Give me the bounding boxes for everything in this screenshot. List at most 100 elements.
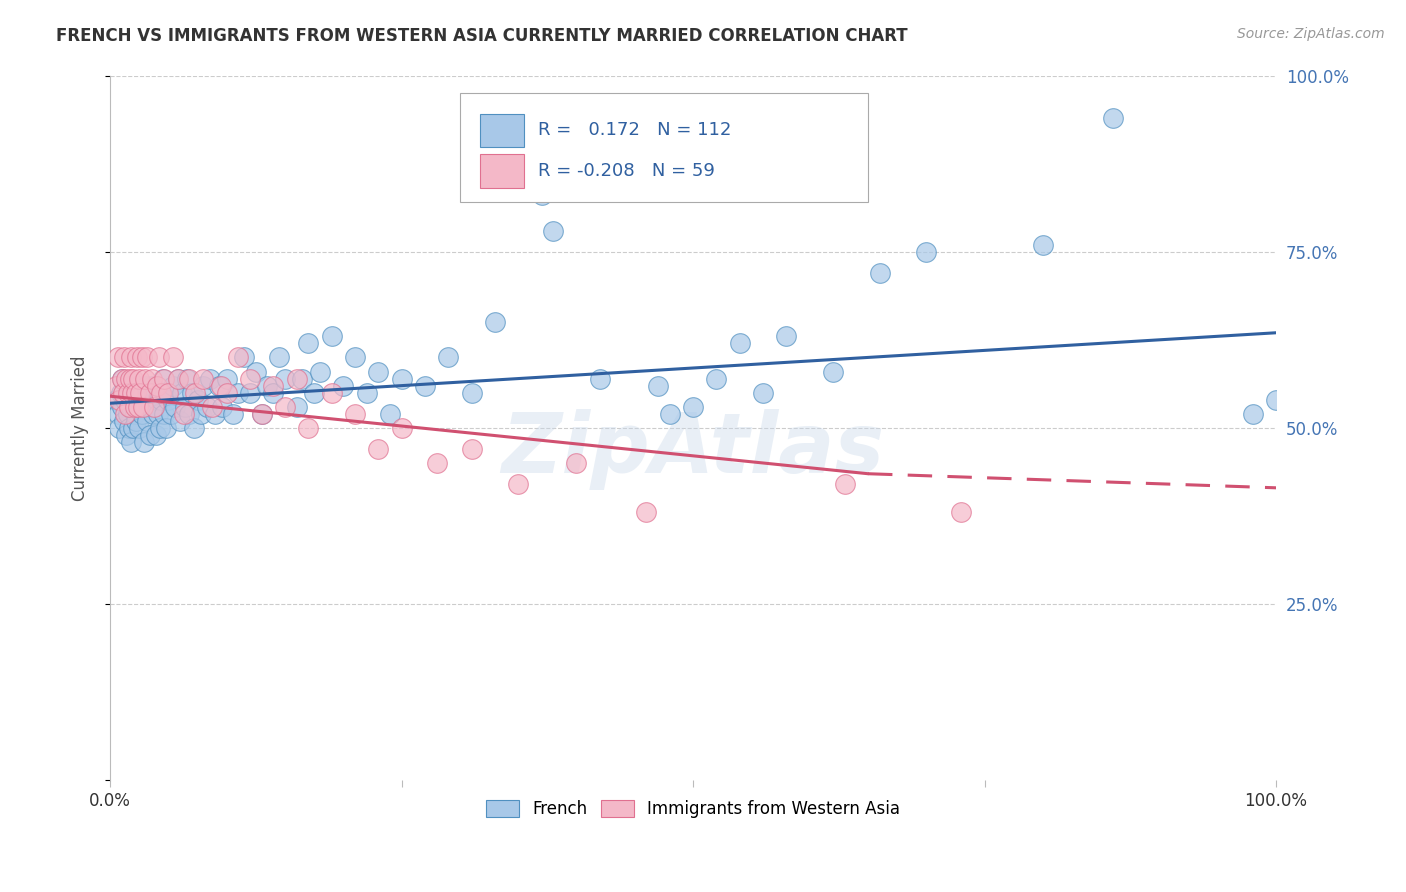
Point — [124, 407, 146, 421]
Point — [245, 365, 267, 379]
Point — [1241, 407, 1264, 421]
Point — [215, 371, 238, 385]
Point — [108, 392, 131, 407]
Text: ZipAtlas: ZipAtlas — [502, 409, 884, 490]
Point — [162, 378, 184, 392]
Point — [148, 351, 170, 365]
Point — [1102, 111, 1125, 125]
Point — [519, 160, 541, 174]
Point — [128, 421, 150, 435]
Point — [143, 385, 166, 400]
Point — [1265, 392, 1288, 407]
Point — [111, 400, 134, 414]
Point — [291, 371, 314, 385]
Point — [128, 371, 150, 385]
Point — [297, 336, 319, 351]
Point — [142, 407, 165, 421]
Point — [915, 244, 938, 259]
Point — [145, 378, 167, 392]
Point — [647, 378, 669, 392]
Point — [250, 407, 273, 421]
Point — [184, 385, 207, 400]
Point — [110, 385, 132, 400]
Point — [391, 421, 413, 435]
Point — [484, 315, 506, 329]
Point — [233, 351, 256, 365]
Point — [118, 385, 141, 400]
Point — [107, 351, 129, 365]
Point — [131, 351, 153, 365]
Point — [437, 351, 460, 365]
Point — [136, 351, 159, 365]
Point — [356, 385, 378, 400]
Point — [145, 392, 167, 407]
Point — [145, 428, 167, 442]
Point — [143, 400, 166, 414]
FancyBboxPatch shape — [460, 93, 868, 202]
Text: FRENCH VS IMMIGRANTS FROM WESTERN ASIA CURRENTLY MARRIED CORRELATION CHART: FRENCH VS IMMIGRANTS FROM WESTERN ASIA C… — [56, 27, 908, 45]
Point — [274, 371, 297, 385]
Point — [150, 385, 173, 400]
Point — [752, 385, 775, 400]
Point — [118, 400, 141, 414]
Point — [132, 400, 155, 414]
Point — [120, 435, 142, 450]
Point — [112, 351, 135, 365]
Point — [589, 371, 612, 385]
Point — [141, 371, 163, 385]
Point — [131, 407, 153, 421]
Point — [165, 400, 187, 414]
Point — [122, 421, 145, 435]
Point — [159, 407, 181, 421]
Point — [250, 407, 273, 421]
Point — [139, 400, 162, 414]
Point — [141, 378, 163, 392]
Point — [121, 385, 143, 400]
Point — [111, 385, 134, 400]
Point — [321, 329, 343, 343]
Point — [460, 442, 482, 456]
Point — [239, 371, 262, 385]
Point — [114, 407, 136, 421]
Point — [111, 371, 134, 385]
Point — [162, 351, 184, 365]
Point — [125, 385, 148, 400]
Point — [138, 428, 160, 442]
Point — [869, 266, 891, 280]
Point — [129, 392, 152, 407]
Point — [636, 506, 658, 520]
Point — [183, 421, 205, 435]
Point — [1032, 237, 1054, 252]
Point — [108, 421, 131, 435]
Point — [209, 378, 232, 392]
Point — [682, 400, 704, 414]
Point — [190, 407, 212, 421]
Point — [179, 371, 201, 385]
Point — [215, 385, 238, 400]
Point — [204, 407, 226, 421]
Point — [104, 392, 127, 407]
Point — [541, 223, 564, 237]
Point — [343, 351, 366, 365]
Point — [148, 385, 170, 400]
Point — [125, 351, 148, 365]
Point — [332, 378, 354, 392]
Point — [302, 385, 325, 400]
Point — [152, 407, 174, 421]
Point — [117, 407, 139, 421]
Point — [127, 378, 149, 392]
Point — [186, 392, 208, 407]
Point — [262, 378, 284, 392]
Point — [180, 385, 202, 400]
Point — [200, 371, 222, 385]
Point — [367, 442, 389, 456]
Point — [149, 421, 172, 435]
Point — [136, 414, 159, 428]
FancyBboxPatch shape — [479, 113, 524, 147]
Legend: French, Immigrants from Western Asia: French, Immigrants from Western Asia — [479, 793, 907, 825]
Point — [155, 421, 177, 435]
Point — [125, 400, 148, 414]
Point — [122, 371, 145, 385]
Point — [391, 371, 413, 385]
Point — [460, 385, 482, 400]
